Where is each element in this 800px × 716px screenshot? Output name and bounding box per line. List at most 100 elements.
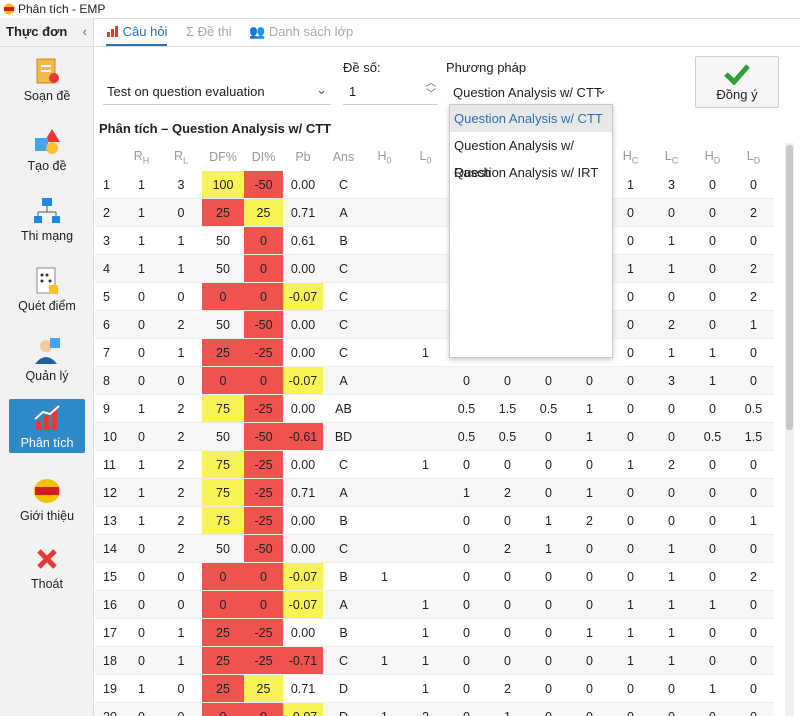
method-option[interactable]: Question Analysis w/ IRT <box>454 165 599 180</box>
table-cell: -25 <box>244 506 283 535</box>
method-select[interactable]: Question Analysis w/ CTT ⌄ <box>449 80 611 105</box>
table-row[interactable]: 15 0 0 0 0 -0.07 B 1 0 0 0 0 0 1 0 2 <box>95 562 774 591</box>
table-cell: 1 <box>123 674 160 703</box>
table-cell <box>364 506 405 535</box>
table-cell <box>364 422 405 451</box>
table-cell: 0 <box>487 506 528 535</box>
header-cell: HD <box>704 148 721 166</box>
table-cell: 0 <box>202 702 244 716</box>
table-cell: 0.00 <box>283 171 323 199</box>
table-cell: 0 <box>446 590 487 619</box>
table-row[interactable]: 17 0 1 25 -25 0.00 B 1 0 0 0 1 1 1 0 0 <box>95 618 774 647</box>
sidebar-item-thoat[interactable]: Thoát <box>9 544 85 598</box>
table-cell: 0 <box>733 366 774 395</box>
table-row[interactable]: 9 1 2 75 -25 0.00 AB 0.5 1.5 0.5 1 0 0 0 0.5 <box>95 394 774 423</box>
table-cell: 2 <box>160 422 202 451</box>
table-cell: 0 <box>610 226 651 255</box>
table-row[interactable]: 12 1 2 75 -25 0.71 A 1 2 0 1 0 0 0 0 <box>95 478 774 507</box>
exam-select[interactable]: Test on question evaluation ⌄ <box>103 78 331 105</box>
scrollbar-thumb[interactable] <box>786 145 793 430</box>
table-cell: 0 <box>610 338 651 367</box>
sidebar-title: Thực đơn <box>6 24 68 39</box>
table-cell: 1 <box>446 478 487 507</box>
table-cell: 2 <box>95 198 123 227</box>
table-cell: 20 <box>95 702 123 716</box>
table-cell: 6 <box>95 310 123 339</box>
tab-danh-sach-lop[interactable]: 👥 Danh sách lớp <box>249 24 354 39</box>
table-cell: 18 <box>95 646 123 675</box>
table-cell: 0 <box>487 590 528 619</box>
table-cell: 0 <box>610 534 651 563</box>
table-cell: A <box>323 478 364 507</box>
sidebar-item-quan-ly[interactable]: Quản lý <box>9 336 85 390</box>
table-cell: -50 <box>244 422 283 451</box>
table-cell: 25 <box>202 674 244 703</box>
table-cell: 1 <box>610 450 651 479</box>
sidebar-item-gioi-thieu[interactable]: Giới thiệu <box>9 476 85 530</box>
table-row[interactable]: 7 0 1 25 -25 0.00 C 1 0 1 1 0 <box>95 338 774 367</box>
dong-y-button[interactable]: Đồng ý <box>695 56 779 108</box>
table-cell: 0.00 <box>283 310 323 339</box>
table-cell: 0 <box>569 450 610 479</box>
table-cell: 0 <box>610 506 651 535</box>
collapse-chevron-icon[interactable]: ‹ <box>82 24 87 39</box>
table-row[interactable]: 6 0 2 50 -50 0.00 C 0 2 0 1 <box>95 310 774 339</box>
table-row[interactable]: 4 1 1 50 0 0.00 C 1 1 0 2 <box>95 254 774 283</box>
table-cell: 0 <box>733 226 774 255</box>
table-row[interactable]: 10 0 2 50 -50 -0.61 BD 0.5 0.5 0 1 0 0 0.5 1.5 <box>95 422 774 451</box>
de-so-stepper[interactable]: 1 ︿ ﹀ <box>343 78 438 105</box>
sidebar-item-phan-tich[interactable]: Phân tích <box>9 399 85 453</box>
sidebar-item-soan-de[interactable]: Soạn đề <box>9 56 85 110</box>
table-row[interactable]: 16 0 0 0 0 -0.07 A 1 0 0 0 0 1 1 1 0 <box>95 590 774 619</box>
table-row[interactable]: 13 1 2 75 -25 0.00 B 0 0 1 2 0 0 0 1 <box>95 506 774 535</box>
table-cell: 1.5 <box>733 422 774 451</box>
table-cell: 1 <box>651 226 692 255</box>
table-cell: 0 <box>651 506 692 535</box>
table-row[interactable]: 2 1 0 25 25 0.71 A 0 0 0 2 <box>95 198 774 227</box>
sidebar: Thực đơn ‹ Soạn đề Tạo đề Thi mạng <box>0 18 94 716</box>
method-option[interactable]: Question Analysis w/ Rasch <box>454 138 574 180</box>
table-cell: 100 <box>202 171 244 199</box>
table-cell: C <box>323 450 364 479</box>
table-cell: 0.5 <box>487 422 528 451</box>
table-row[interactable]: 5 0 0 0 0 -0.07 C 0 0 0 2 <box>95 282 774 311</box>
method-select-value: Question Analysis w/ CTT <box>453 85 602 100</box>
table-cell: 0 <box>528 422 569 451</box>
table-row[interactable]: 18 0 1 25 -25 -0.71 C 1 1 0 0 0 0 1 1 0 0 <box>95 646 774 675</box>
table-cell: 0 <box>651 282 692 311</box>
tab-cau-hoi[interactable]: Câu hỏi <box>106 18 168 46</box>
table-cell <box>364 618 405 647</box>
table-cell: 1 <box>610 590 651 619</box>
sidebar-item-thi-mang[interactable]: Thi mạng <box>9 196 85 250</box>
table-cell: 1 <box>651 338 692 367</box>
table-cell: 0 <box>244 562 283 591</box>
table-row[interactable]: 11 1 2 75 -25 0.00 C 1 0 0 0 0 1 2 0 0 <box>95 450 774 479</box>
table-cell: 1 <box>405 646 446 675</box>
sidebar-item-quet-diem[interactable]: Quét điểm <box>9 266 85 320</box>
table-cell: 0 <box>651 702 692 716</box>
table-row[interactable]: 14 0 2 50 -50 0.00 C 0 2 1 0 0 1 0 0 <box>95 534 774 563</box>
table-cell: 25 <box>202 338 244 367</box>
sidebar-item-tao-de[interactable]: Tạo đề <box>9 126 85 180</box>
table-row[interactable]: 19 1 0 25 25 0.71 D 1 0 2 0 0 0 0 1 0 <box>95 674 774 703</box>
table-cell <box>405 506 446 535</box>
header-cell <box>95 143 123 171</box>
table-cell: B <box>323 618 364 647</box>
chart-icon <box>107 26 118 37</box>
table-cell: 0 <box>610 282 651 311</box>
table-row[interactable]: 3 1 1 50 0 0.61 B 0 1 0 0 <box>95 226 774 255</box>
method-option[interactable]: Question Analysis w/ CTT <box>450 105 612 132</box>
tab-de-thi[interactable]: Σ Đề thi <box>186 24 232 39</box>
table-cell: 0 <box>733 702 774 716</box>
table-row[interactable]: 8 0 0 0 0 -0.07 A 0 0 0 0 0 3 1 0 <box>95 366 774 395</box>
table-cell: 0 <box>446 674 487 703</box>
stepper-arrows-icon[interactable]: ︿ ﹀ <box>426 78 436 100</box>
table-row[interactable]: 200000-0.07D1201000000 <box>95 702 774 716</box>
table-cell <box>405 394 446 423</box>
table-cell: 0 <box>446 506 487 535</box>
table-cell: 0 <box>610 198 651 227</box>
vertical-scrollbar[interactable] <box>785 143 794 716</box>
table-cell: 2 <box>160 478 202 507</box>
table-row[interactable]: 1 1 3 100 -50 0.00 C 1 3 0 0 <box>95 171 774 199</box>
table-cell: B <box>323 506 364 535</box>
